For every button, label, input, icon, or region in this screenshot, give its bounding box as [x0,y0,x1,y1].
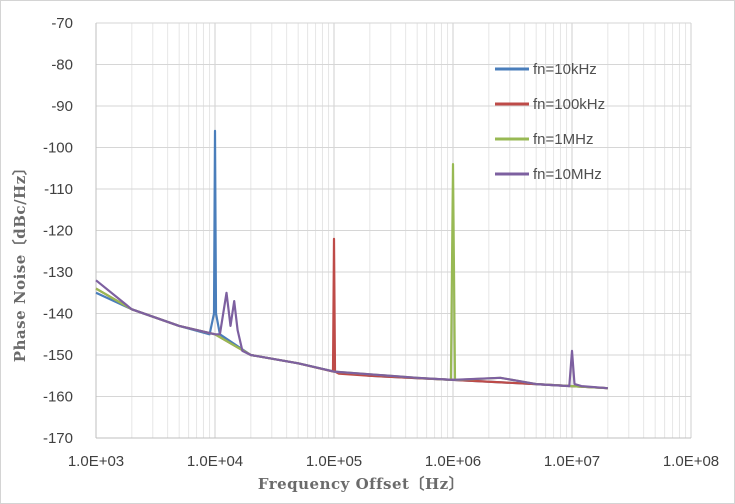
y-axis-title: Phase Noise〔dBc/Hz〕 [11,160,29,363]
x-tick-label: 1.0E+04 [187,453,243,470]
series-line-fn-10khz [95,129,608,390]
grid [95,22,692,439]
y-tick-label: -110 [44,181,73,198]
plot-frame [95,23,691,439]
series-lines [95,129,608,390]
x-tick-label: 1.0E+08 [663,453,719,470]
y-tick-label: -150 [43,347,73,364]
legend-label: fn=100kHz [533,96,605,113]
y-tick-label: -90 [51,98,73,115]
y-tick-label: -120 [43,223,73,240]
x-tick-label: 1.0E+06 [425,453,481,470]
x-axis-ticks: 1.0E+03 1.0E+04 1.0E+05 1.0E+06 1.0E+07 1.0E+… [68,453,719,470]
y-axis-ticks: -70 -80 -90 -100 -110 -120 -130 -140 -150 -160 -17… [43,15,73,447]
y-tick-label: -130 [43,264,73,281]
legend-label: fn=10kHz [533,61,597,78]
legend-label: fn=10MHz [533,166,602,183]
x-tick-label: 1.0E+07 [544,453,600,470]
legend-label: fn=1MHz [533,131,593,148]
legend: fn=10kHz fn=100kHz fn=1MHz fn=10MHz [495,61,605,183]
series-line-fn-10mhz [95,279,608,390]
y-tick-label: -70 [51,15,73,32]
y-tick-label: -100 [43,140,73,157]
y-tick-label: -80 [51,57,73,74]
y-tick-label: -170 [43,430,73,447]
x-tick-label: 1.0E+05 [306,453,362,470]
y-tick-label: -140 [43,306,73,323]
x-tick-label: 1.0E+03 [68,453,124,470]
x-axis-title: Frequency Offset〔Hz〕 [258,475,464,493]
y-tick-label: -160 [43,389,73,406]
